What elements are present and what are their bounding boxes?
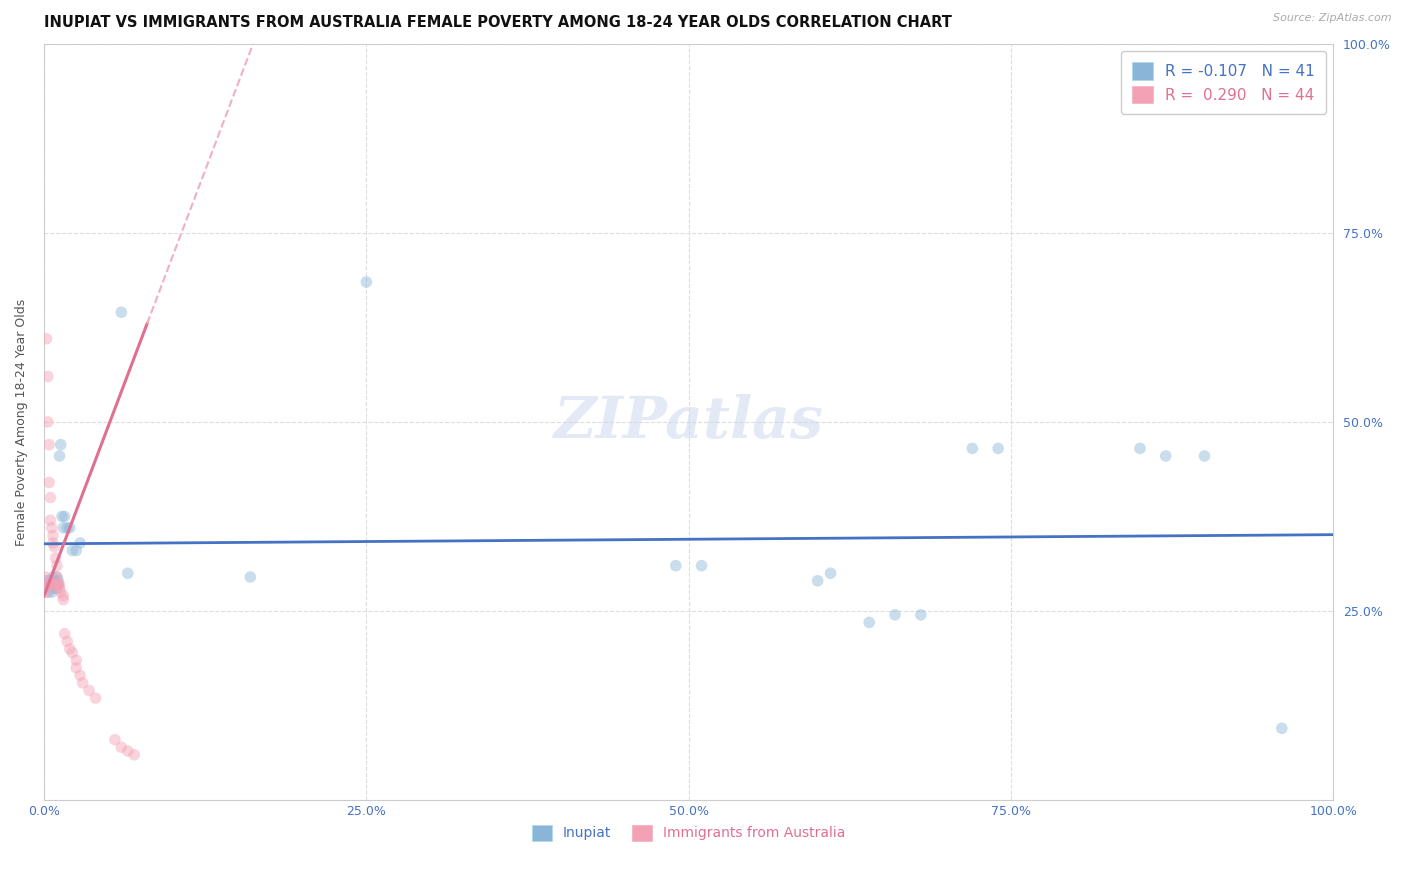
- Point: [987, 442, 1010, 456]
- Point: [69, 536, 91, 550]
- Point: [46, 574, 69, 588]
- Point: [69, 668, 91, 682]
- Point: [1271, 721, 1294, 735]
- Point: [34, 577, 56, 591]
- Point: [665, 558, 688, 573]
- Point: [910, 607, 932, 622]
- Point: [44, 577, 66, 591]
- Point: [34, 570, 56, 584]
- Point: [65, 543, 87, 558]
- Point: [42, 582, 65, 596]
- Point: [60, 646, 83, 660]
- Point: [35, 574, 58, 588]
- Point: [45, 577, 67, 591]
- Point: [807, 574, 830, 588]
- Point: [59, 641, 82, 656]
- Point: [39, 577, 62, 591]
- Point: [45, 577, 67, 591]
- Point: [59, 521, 82, 535]
- Point: [38, 475, 60, 490]
- Point: [42, 577, 65, 591]
- Point: [48, 449, 70, 463]
- Point: [52, 589, 75, 603]
- Point: [41, 577, 63, 591]
- Point: [884, 607, 907, 622]
- Point: [104, 732, 127, 747]
- Point: [45, 558, 67, 573]
- Point: [356, 275, 378, 289]
- Point: [49, 437, 72, 451]
- Point: [46, 577, 69, 591]
- Point: [45, 551, 67, 566]
- Point: [45, 577, 67, 591]
- Y-axis label: Female Poverty Among 18-24 Year Olds: Female Poverty Among 18-24 Year Olds: [15, 298, 28, 546]
- Point: [37, 577, 59, 591]
- Point: [37, 585, 59, 599]
- Point: [56, 634, 79, 648]
- Point: [42, 570, 65, 584]
- Point: [49, 585, 72, 599]
- Point: [53, 626, 76, 640]
- Point: [52, 592, 75, 607]
- Point: [65, 661, 87, 675]
- Point: [38, 437, 60, 451]
- Point: [35, 585, 58, 599]
- Point: [41, 521, 63, 535]
- Point: [239, 570, 262, 584]
- Point: [77, 683, 100, 698]
- Text: ZIPatlas: ZIPatlas: [554, 393, 824, 450]
- Point: [44, 574, 66, 588]
- Point: [45, 570, 67, 584]
- Point: [962, 442, 984, 456]
- Point: [39, 491, 62, 505]
- Point: [39, 577, 62, 591]
- Point: [48, 577, 70, 591]
- Text: Source: ZipAtlas.com: Source: ZipAtlas.com: [1274, 13, 1392, 23]
- Point: [41, 585, 63, 599]
- Point: [45, 582, 67, 596]
- Point: [117, 744, 139, 758]
- Point: [117, 566, 139, 581]
- Point: [37, 415, 59, 429]
- Point: [110, 305, 132, 319]
- Point: [42, 536, 65, 550]
- Point: [41, 577, 63, 591]
- Point: [65, 653, 87, 667]
- Point: [46, 577, 69, 591]
- Point: [690, 558, 713, 573]
- Point: [48, 582, 70, 596]
- Point: [1129, 442, 1152, 456]
- Point: [122, 747, 145, 762]
- Point: [1194, 449, 1216, 463]
- Point: [51, 509, 73, 524]
- Legend: Inupiat, Immigrants from Australia: Inupiat, Immigrants from Australia: [527, 819, 851, 847]
- Point: [84, 691, 107, 706]
- Point: [42, 528, 65, 542]
- Point: [53, 509, 76, 524]
- Point: [110, 740, 132, 755]
- Point: [38, 574, 60, 588]
- Point: [44, 540, 66, 554]
- Point: [1154, 449, 1177, 463]
- Point: [60, 543, 83, 558]
- Point: [72, 676, 94, 690]
- Text: INUPIAT VS IMMIGRANTS FROM AUSTRALIA FEMALE POVERTY AMONG 18-24 YEAR OLDS CORREL: INUPIAT VS IMMIGRANTS FROM AUSTRALIA FEM…: [44, 15, 952, 30]
- Point: [56, 521, 79, 535]
- Point: [35, 332, 58, 346]
- Point: [45, 570, 67, 584]
- Point: [37, 369, 59, 384]
- Point: [39, 513, 62, 527]
- Point: [858, 615, 880, 630]
- Point: [820, 566, 842, 581]
- Point: [52, 521, 75, 535]
